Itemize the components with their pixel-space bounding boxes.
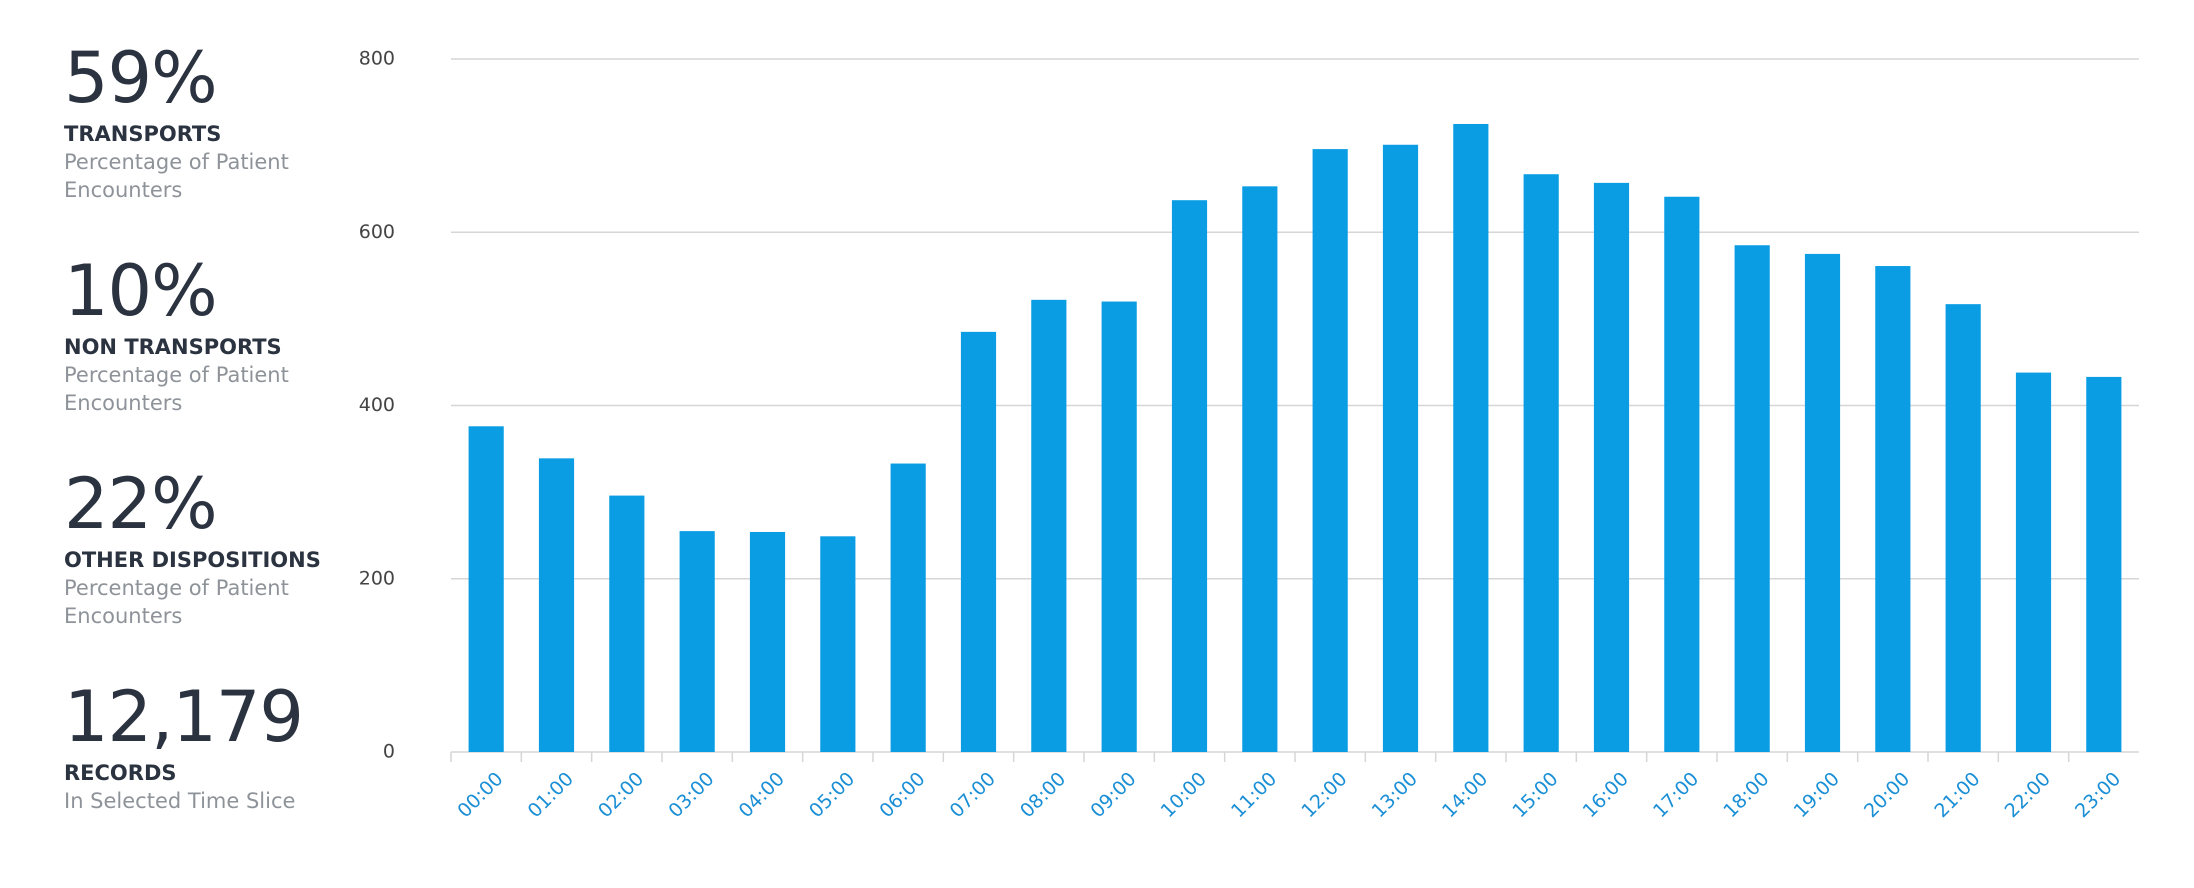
x-tick-label: 04:00	[735, 768, 789, 822]
bar	[1101, 301, 1137, 752]
x-tick-label: 08:00	[1016, 768, 1070, 822]
x-tick-label: 21:00	[1930, 768, 1984, 822]
stat-label: OTHER DISPOSITIONS	[64, 548, 321, 572]
y-tick-label: 0	[383, 741, 395, 763]
y-tick-label: 200	[359, 567, 395, 589]
bar	[2015, 372, 2052, 752]
stat-description: In Selected Time Slice	[64, 789, 296, 813]
stat: 22% OTHER DISPOSITIONS Percentage of Patie…	[64, 462, 394, 675]
x-tick-label: 06:00	[875, 768, 929, 822]
stat: 10% NON TRANSPORTS Percentage of Patient E…	[64, 249, 394, 462]
stat-value: 59%	[64, 37, 218, 119]
x-tick-label: 12:00	[1297, 768, 1351, 822]
stat-value: 22%	[64, 463, 218, 545]
bar	[749, 531, 786, 752]
chart: 0 200 400 600 800 00:00 01:00 02:00 03:00 04:00 05…	[359, 48, 2139, 822]
bar	[679, 531, 715, 752]
x-tick-label: 02:00	[594, 768, 648, 822]
y-tick-label: 800	[359, 48, 395, 70]
bar	[1945, 304, 1981, 752]
bar	[609, 495, 645, 752]
stat-value: 12,179	[64, 676, 304, 758]
x-tick-label: 05:00	[805, 768, 859, 822]
stat: 59% TRANSPORTS Percentage of Patient Encou…	[64, 36, 394, 249]
x-tick-label: 18:00	[1719, 768, 1773, 822]
bar	[1382, 144, 1419, 753]
bar	[1312, 149, 1348, 753]
stat-description: Percentage of Patient Encounters	[64, 363, 289, 415]
x-tick-label: 20:00	[1860, 768, 1914, 822]
bar	[1242, 186, 1278, 752]
bar	[1031, 299, 1067, 752]
stats-panel: 59% TRANSPORTS Percentage of Patient Encou…	[64, 36, 394, 888]
bar	[2086, 376, 2122, 752]
x-tick-label: 07:00	[946, 768, 1000, 822]
bar	[1875, 266, 1911, 752]
x-tick-label: 10:00	[1157, 768, 1211, 822]
x-tick-label: 03:00	[664, 768, 718, 822]
page: 59% TRANSPORTS Percentage of Patient Encou…	[64, 37, 2139, 823]
bar	[1593, 182, 1630, 752]
x-tick-label: 17:00	[1649, 768, 1703, 822]
bar	[890, 463, 926, 752]
bar	[1664, 196, 1700, 752]
bar	[820, 536, 856, 752]
y-tick-label: 600	[359, 221, 395, 243]
bar	[960, 331, 997, 752]
stat-label: NON TRANSPORTS	[64, 335, 282, 359]
x-tick-label: 13:00	[1368, 768, 1422, 822]
y-tick-label: 400	[359, 394, 395, 416]
stat-description: Percentage of Patient Encounters	[64, 150, 289, 202]
stat-description: Percentage of Patient Encounters	[64, 576, 289, 628]
stat: 12,179 RECORDS In Selected Time Slice	[64, 675, 394, 888]
x-tick-label: 23:00	[2071, 768, 2125, 822]
bar	[538, 458, 575, 752]
x-tick-label: 22:00	[2001, 768, 2055, 822]
bar	[1734, 245, 1770, 752]
x-tick-label: 09:00	[1086, 768, 1140, 822]
x-tick-label: 15:00	[1508, 768, 1562, 822]
x-tick-label: 00:00	[453, 768, 507, 822]
x-tick-label: 16:00	[1579, 768, 1633, 822]
stat-value: 10%	[64, 250, 218, 332]
stat-label: RECORDS	[64, 761, 177, 785]
bar	[1453, 123, 1489, 752]
bar	[1804, 253, 1841, 752]
bar	[1523, 174, 1559, 752]
x-tick-label: 19:00	[1790, 768, 1844, 822]
x-tick-label: 14:00	[1438, 768, 1492, 822]
stat-label: TRANSPORTS	[64, 122, 222, 146]
bar	[468, 426, 504, 752]
bar	[1171, 200, 1208, 753]
x-tick-label: 01:00	[524, 768, 578, 822]
x-tick-label: 11:00	[1227, 768, 1281, 822]
